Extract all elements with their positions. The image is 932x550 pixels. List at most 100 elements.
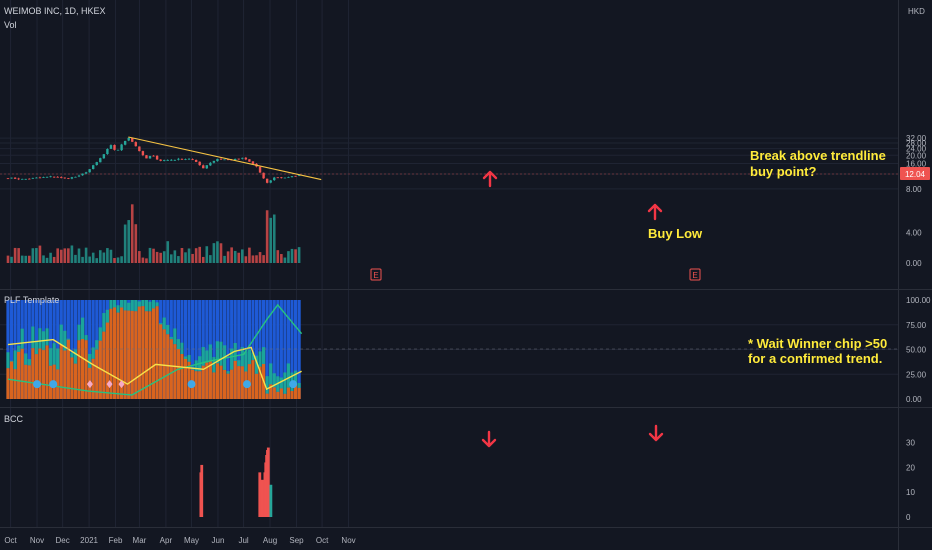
plf-markers: [33, 380, 298, 389]
plf-legend[interactable]: PLF Template: [4, 295, 59, 305]
volume-bar: [237, 252, 241, 263]
volume-bar: [99, 250, 102, 263]
volume-tick-label: 4.00: [906, 229, 922, 238]
volume-bar: [241, 249, 244, 263]
volume-bar: [194, 248, 198, 263]
volume-bar: [70, 245, 74, 263]
volume-bar: [287, 251, 290, 263]
candle: [60, 176, 63, 179]
candle: [88, 168, 91, 173]
candle: [31, 177, 35, 179]
volume-bar: [138, 251, 141, 263]
volume-bar: [272, 214, 276, 263]
candle: [173, 159, 177, 161]
candle: [131, 137, 134, 143]
plf-marker: [242, 380, 251, 389]
time-axis[interactable]: Oct Nov Dec 2021 Feb Mar Apr May Jun Jul Aug Sep Oct…: [4, 536, 355, 545]
candle: [148, 155, 152, 159]
candle: [205, 165, 208, 169]
volume-bar: [262, 255, 265, 263]
last-price-value: 12.04: [905, 170, 926, 179]
volume-bar: [74, 254, 77, 263]
volume-bar: [148, 247, 152, 263]
candle: [74, 176, 77, 178]
plf-marker: [86, 380, 93, 389]
time-tick-label: Dec: [56, 536, 70, 545]
volume-bar: [205, 246, 209, 263]
candle: [191, 158, 194, 161]
candle: [138, 146, 141, 152]
symbol-title[interactable]: WEIMOB INC, 1D, HKEX: [4, 6, 106, 16]
volume-bar: [24, 255, 28, 263]
candle: [155, 155, 159, 161]
time-tick-label: 2021: [80, 536, 98, 545]
plf-marker: [118, 380, 125, 389]
volume-bars: [6, 204, 301, 263]
candle: [106, 148, 109, 155]
candle: [194, 159, 198, 163]
volume-bar: [209, 255, 212, 263]
volume-bar: [198, 246, 201, 263]
volume-bar: [106, 248, 109, 263]
volume-bar: [180, 248, 184, 263]
candle: [209, 161, 212, 167]
candle: [212, 160, 216, 164]
bcc-bar: [260, 479, 264, 517]
volume-bar: [109, 249, 113, 263]
volume-bar: [120, 256, 123, 263]
volume-bar: [265, 210, 269, 263]
chip-annotation-line1: * Wait Winner chip >50: [748, 336, 887, 351]
candle: [269, 179, 272, 184]
plf-marker: [289, 380, 298, 389]
plf-marker: [49, 380, 58, 389]
candle: [177, 157, 180, 161]
volume-bar: [95, 258, 99, 263]
volume-bar: [130, 204, 134, 263]
candle: [92, 164, 95, 170]
volume-bar: [88, 256, 91, 263]
volume-bar: [230, 247, 233, 263]
volume-bar: [38, 245, 42, 263]
time-tick-label: Apr: [160, 536, 173, 545]
candle: [287, 176, 290, 178]
earnings-marker[interactable]: E: [689, 268, 701, 281]
volume-bar: [28, 255, 31, 263]
bcc-tick-label: 10: [906, 488, 915, 497]
candle: [35, 177, 38, 179]
earnings-marker[interactable]: E: [370, 268, 382, 281]
up-arrow: [482, 170, 498, 188]
volume-bar: [212, 243, 216, 263]
plf-marker: [187, 380, 196, 389]
volume-bar: [248, 247, 251, 263]
volume-bar: [123, 224, 127, 263]
bcc-bar: [266, 447, 270, 517]
candle: [262, 172, 265, 179]
bcc-bar: [258, 472, 262, 517]
volume-bar: [56, 248, 59, 263]
volume-bar: [31, 248, 35, 263]
volume-bar: [84, 247, 88, 263]
bcc-legend[interactable]: BCC: [4, 414, 24, 424]
volume-bar: [251, 255, 255, 263]
price-tick-label: 24.00: [906, 145, 927, 154]
candle: [49, 175, 52, 178]
annotation-arrows: [481, 170, 664, 448]
bcc-tick-label: 30: [906, 439, 915, 448]
volume-bar: [159, 252, 162, 263]
plf-marker: [33, 380, 42, 389]
candle: [145, 154, 148, 159]
buy-low-annotation: Buy Low: [648, 226, 703, 241]
volume-bar: [219, 243, 223, 263]
trendline[interactable]: [128, 136, 322, 181]
volume-bar: [152, 248, 155, 263]
volume-bar: [91, 252, 95, 263]
time-tick-label: Sep: [289, 536, 304, 545]
time-tick-label: Aug: [263, 536, 277, 545]
candle: [152, 155, 155, 157]
candle: [223, 159, 226, 161]
volume-bar: [191, 253, 194, 263]
volume-bar: [269, 217, 272, 263]
breakout-annotation-line2: buy point?: [750, 164, 816, 179]
volume-legend[interactable]: Vol: [4, 20, 17, 30]
